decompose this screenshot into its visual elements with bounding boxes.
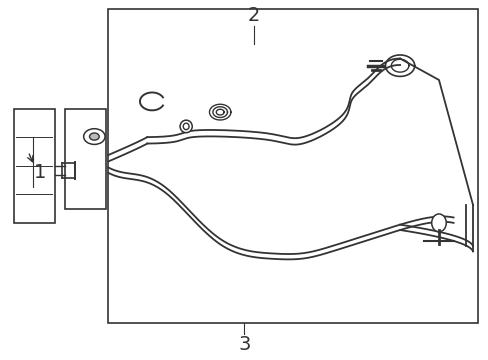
Text: 1: 1: [34, 163, 46, 183]
Bar: [64, 109, 106, 208]
Text: 3: 3: [238, 335, 250, 354]
Ellipse shape: [180, 120, 192, 133]
Circle shape: [89, 133, 99, 140]
Ellipse shape: [183, 123, 189, 130]
Bar: [14, 109, 55, 223]
Text: 2: 2: [247, 6, 260, 25]
Circle shape: [83, 129, 105, 144]
Bar: [108, 9, 477, 323]
Ellipse shape: [431, 214, 446, 232]
